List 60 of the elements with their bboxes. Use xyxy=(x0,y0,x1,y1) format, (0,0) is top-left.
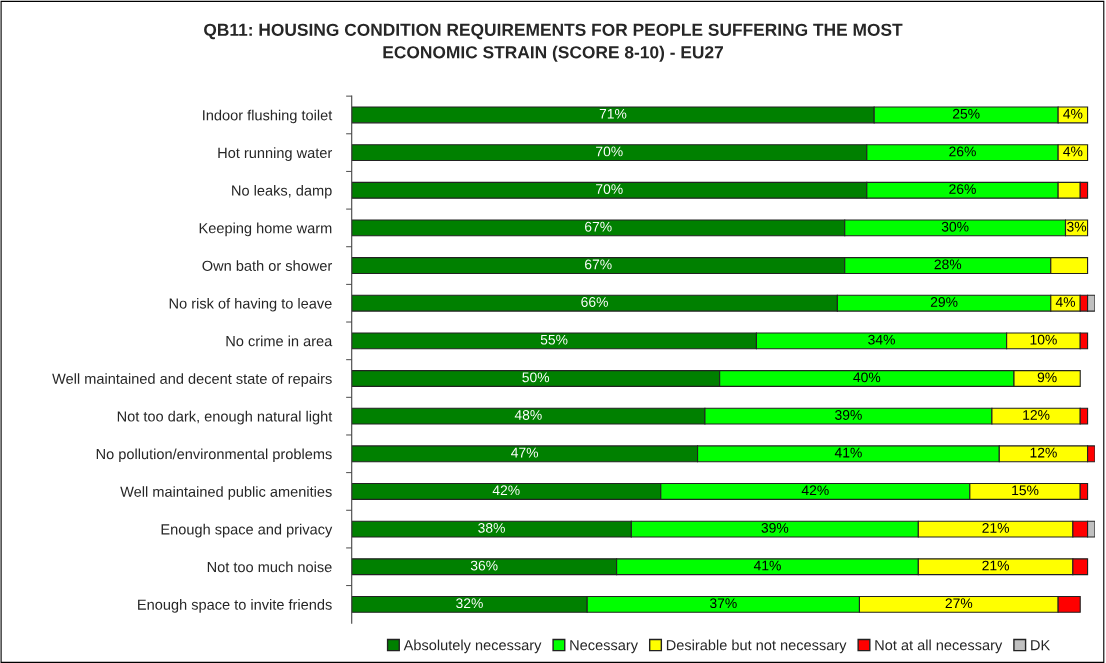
legend-label: Necessary xyxy=(570,640,638,654)
y-tick-label: No pollution/environmental problems xyxy=(96,448,332,463)
y-tick-label: No risk of having to leave xyxy=(169,297,332,312)
data-label: 29% xyxy=(930,297,958,307)
y-tick-label: Well maintained public amenities xyxy=(120,486,332,500)
data-label: 4% xyxy=(1063,146,1083,157)
data-label: 39% xyxy=(835,410,862,420)
data-label: 27% xyxy=(945,598,973,609)
data-label: 38% xyxy=(478,522,505,533)
y-tick-label: No leaks, damp xyxy=(232,184,332,199)
data-label: 55% xyxy=(540,334,568,345)
data-label: 12% xyxy=(1023,410,1050,420)
data-label: 25% xyxy=(952,108,980,119)
data-label: 42% xyxy=(492,485,520,496)
y-tick-label: Hot running water xyxy=(218,147,333,161)
data-label: 39% xyxy=(761,522,789,533)
data-label: 28% xyxy=(934,259,962,270)
legend-label: Absolutely necessary xyxy=(403,639,542,654)
data-label: 21% xyxy=(982,560,1009,571)
data-label: 47% xyxy=(511,447,539,458)
y-tick-label: Keeping home warm xyxy=(199,222,332,237)
y-tick-label: Not too much noise xyxy=(207,561,332,573)
data-label: 41% xyxy=(753,560,781,571)
data-label: 15% xyxy=(1012,485,1039,496)
data-label: 67% xyxy=(585,259,612,270)
data-label: 40% xyxy=(853,372,881,383)
data-label: 37% xyxy=(709,598,737,609)
data-label: 10% xyxy=(1030,334,1057,345)
data-label: 50% xyxy=(522,372,550,383)
data-label: 4% xyxy=(1055,297,1076,307)
data-label: 4% xyxy=(1063,108,1083,119)
data-label: 41% xyxy=(834,447,862,458)
y-tick-label: No crime in area xyxy=(226,335,333,347)
data-label: 36% xyxy=(470,560,498,571)
data-label: 67% xyxy=(585,221,612,232)
legend-label: DK xyxy=(1031,640,1051,651)
data-label: 12% xyxy=(1030,447,1057,458)
data-label: 34% xyxy=(868,334,895,345)
data-label: 70% xyxy=(596,184,623,194)
data-label: 3% xyxy=(1067,221,1087,232)
data-label: 71% xyxy=(599,108,627,119)
data-label: 70% xyxy=(596,146,623,157)
legend-label: Desirable but not necessary xyxy=(666,639,847,654)
data-label: 30% xyxy=(941,221,969,232)
data-label: 66% xyxy=(581,297,608,307)
data-label: 9% xyxy=(1037,372,1057,383)
y-tick-label: Indoor flushing toilet xyxy=(203,109,333,124)
y-tick-label: Enough space to invite friends xyxy=(138,599,332,613)
y-tick-label: Enough space and privacy xyxy=(161,523,333,538)
chart-title: QB11: HOUSING CONDITION REQUIREMENTS FOR PEOPLE SUFFERING THE MOST ECONOMIC STRAIN (SCORE 8-10) - EU27 xyxy=(204,23,903,62)
data-label: 26% xyxy=(949,146,976,157)
legend-label: Not at all necessary xyxy=(875,639,1003,654)
data-label: 42% xyxy=(801,485,829,496)
data-label: 26% xyxy=(949,184,976,194)
y-tick-label: Not too dark, enough natural light xyxy=(117,410,333,425)
data-label: 48% xyxy=(514,410,542,420)
data-label: 21% xyxy=(982,522,1009,533)
data-label: 32% xyxy=(456,598,483,609)
y-tick-label: Well maintained and decent state of repairs xyxy=(52,373,332,387)
y-tick-label: Own bath or shower xyxy=(202,260,333,271)
